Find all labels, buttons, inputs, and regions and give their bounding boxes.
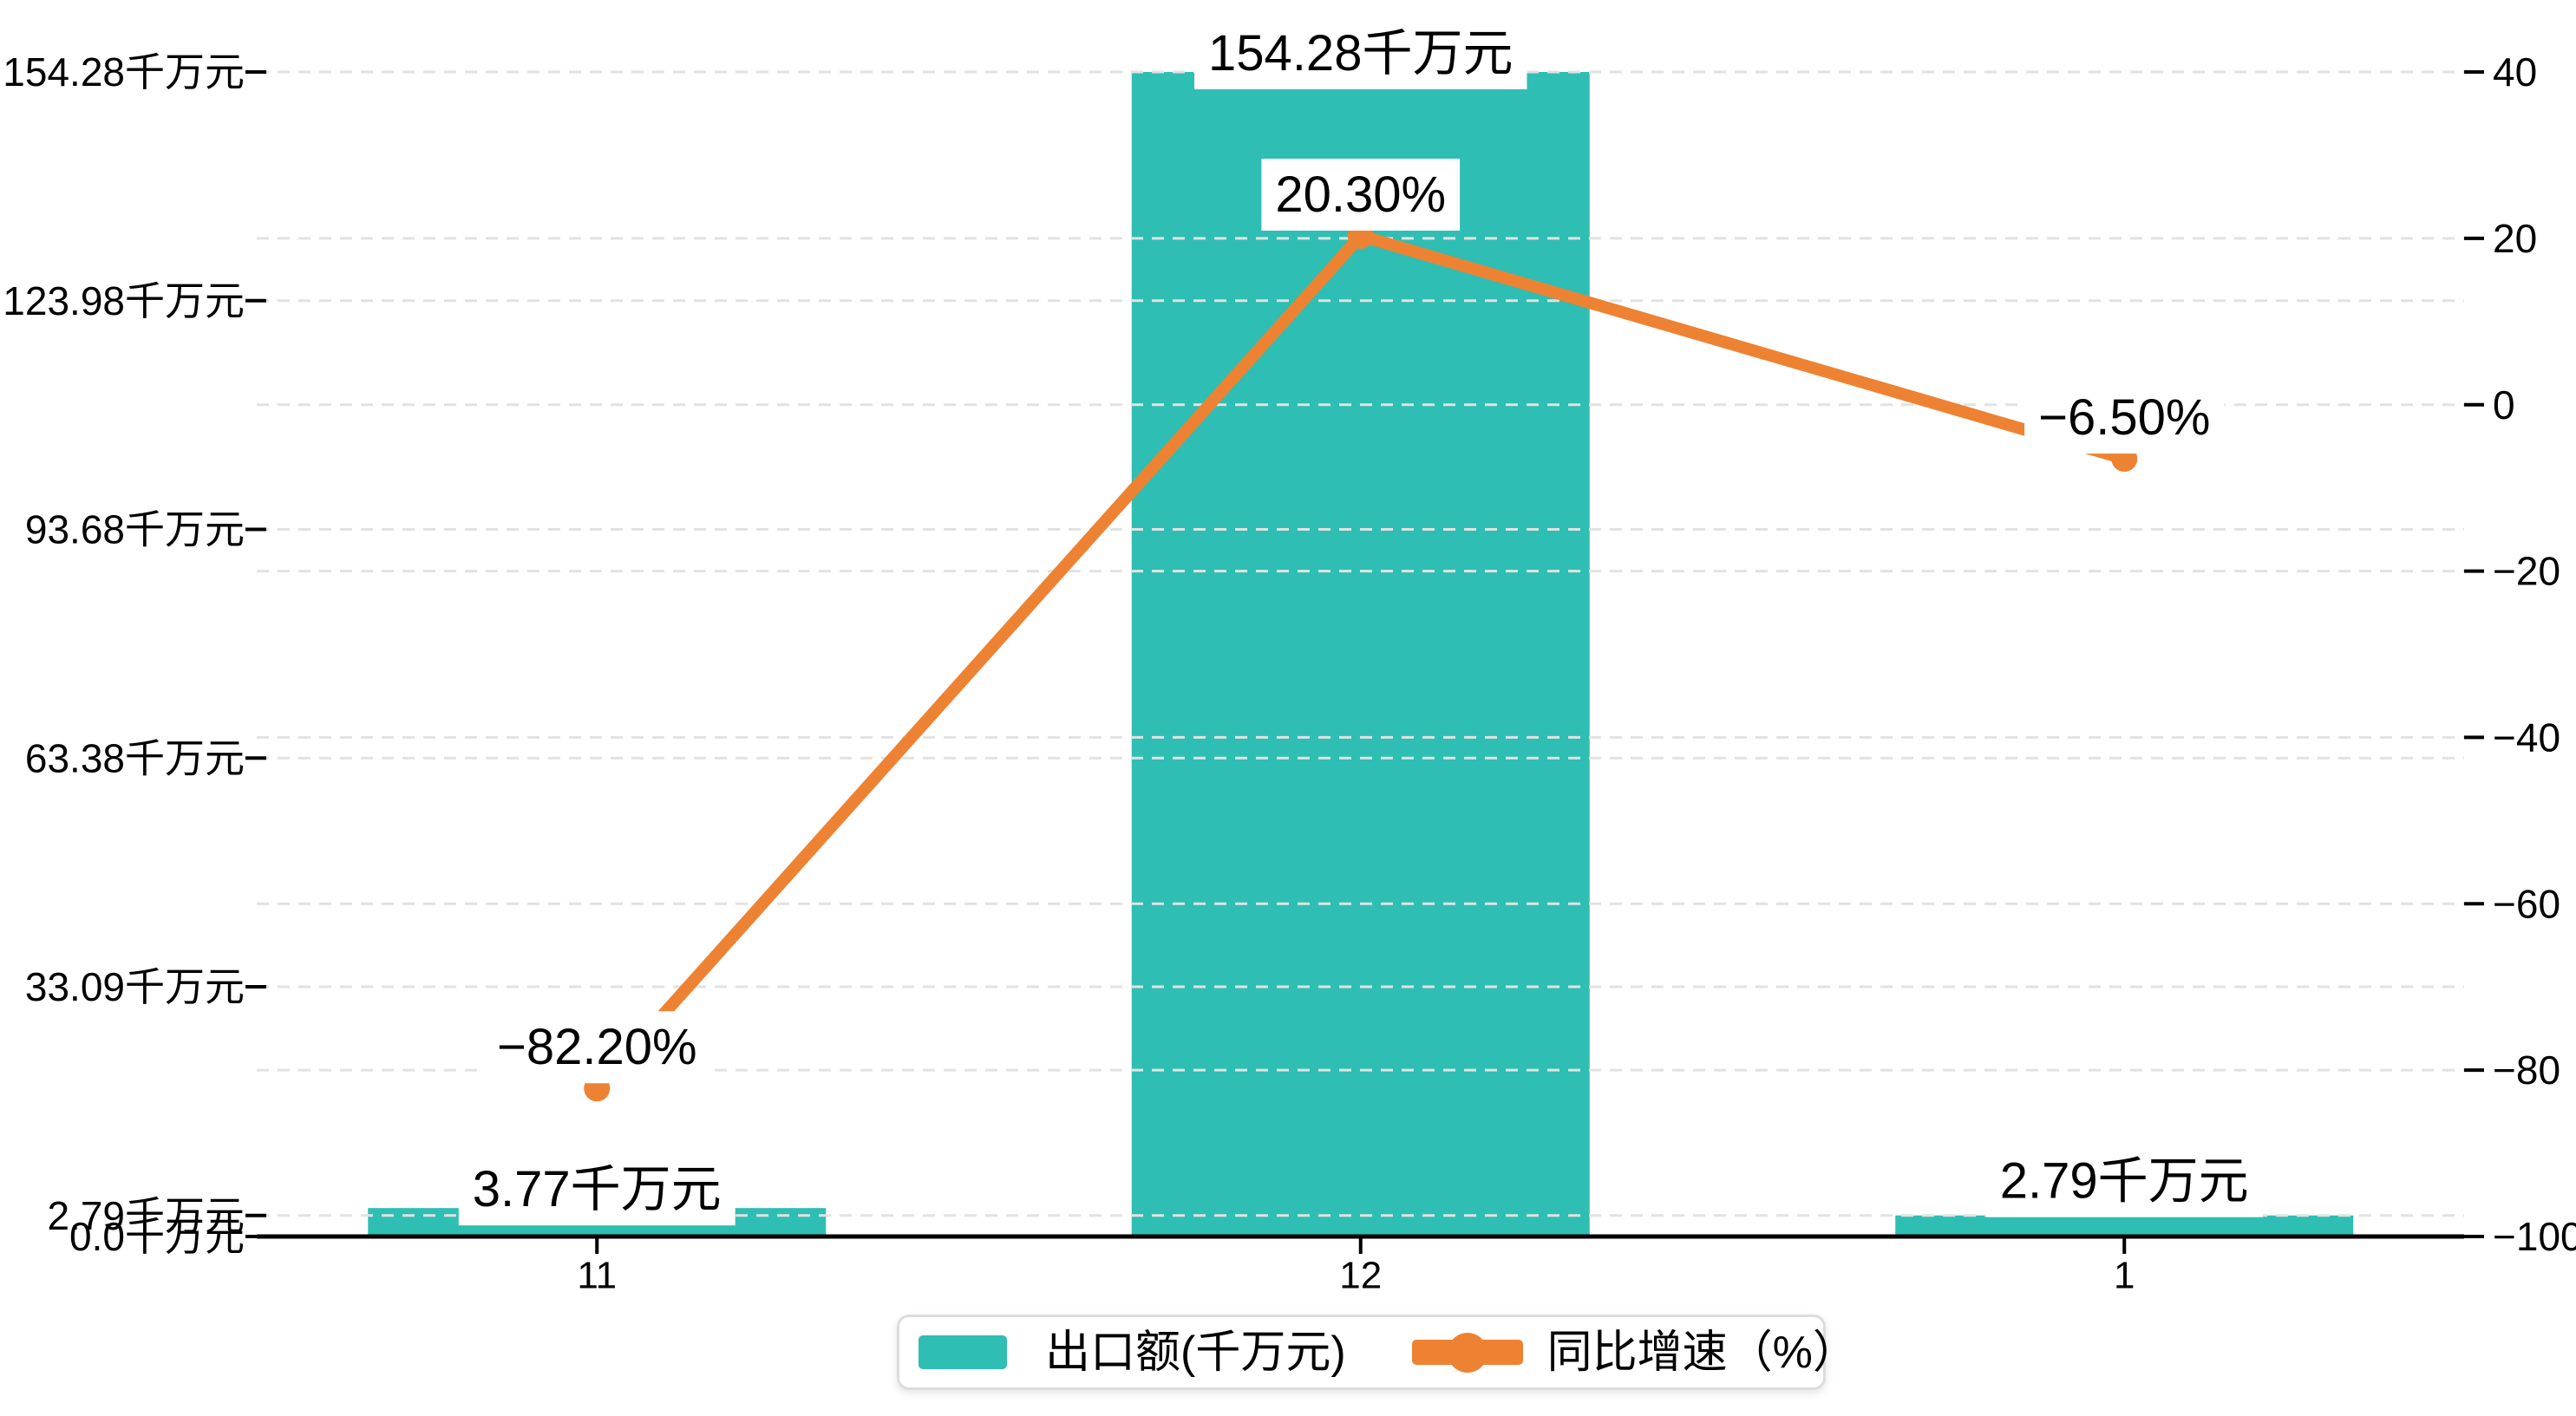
line-value-label-bg xyxy=(2024,382,2225,454)
svg-text:−6.50%: −6.50% xyxy=(2038,389,2210,446)
bar-month-1[interactable] xyxy=(1895,1215,2354,1237)
line-value-label: −82.20% xyxy=(482,1011,711,1084)
x-axis-category-label: 12 xyxy=(1339,1254,1382,1296)
line-value-label-bg xyxy=(482,1011,711,1084)
legend-item-export-value[interactable]: 出口额(千万元) xyxy=(919,1330,1412,1375)
bar-value-label-bg xyxy=(458,1153,736,1226)
svg-text:20.30%: 20.30% xyxy=(1275,166,1446,223)
left-axis-label: 63.38千万元 xyxy=(25,735,245,780)
bar-series-swatch-icon xyxy=(919,1335,1007,1369)
x-axis-category-label: 1 xyxy=(2114,1254,2135,1296)
right-axis-label: −20 xyxy=(2493,549,2560,594)
right-axis-label: 40 xyxy=(2493,49,2537,95)
svg-text:−82.20%: −82.20% xyxy=(497,1019,697,1075)
line-series-line-dot-icon xyxy=(1411,1333,1523,1373)
line-value-label-bg xyxy=(1261,158,1461,231)
bar-series xyxy=(368,72,2354,1237)
legend-label-export-value: 出口额(千万元) xyxy=(1045,1327,1346,1378)
bar-month-12[interactable] xyxy=(1131,72,1590,1237)
bar-value-label: 2.79千万元 xyxy=(1985,1145,2263,1217)
right-axis-label: 0 xyxy=(2493,382,2515,427)
x-axis-category-label: 11 xyxy=(577,1254,617,1296)
svg-text:2.79千万元: 2.79千万元 xyxy=(2000,1153,2249,1210)
legend-label-growth-rate: 同比增速（%） xyxy=(1546,1327,1858,1378)
line-series-dot-icon xyxy=(1447,1333,1487,1373)
svg-text:3.77千万元: 3.77千万元 xyxy=(473,1161,722,1217)
line-series xyxy=(584,222,2138,1102)
legend: 出口额(千万元) 同比增速（%） xyxy=(897,1315,1858,1390)
left-axis-label: 154.28千万元 xyxy=(3,49,245,95)
line-value-label: −6.50% xyxy=(2024,382,2225,454)
right-axis-label: 20 xyxy=(2493,216,2537,261)
left-axis-label: 93.68千万元 xyxy=(25,507,245,552)
bar-value-label: 154.28千万元 xyxy=(1194,17,1527,89)
line-value-label: 20.30% xyxy=(1261,158,1461,231)
bar-value-label-bg xyxy=(1985,1145,2263,1217)
left-axis-label: 33.09千万元 xyxy=(25,964,245,1009)
bar-value-label: 3.77千万元 xyxy=(458,1153,736,1226)
svg-text:154.28千万元: 154.28千万元 xyxy=(1208,25,1513,82)
right-axis-label: −60 xyxy=(2493,881,2560,926)
axes xyxy=(245,70,2484,1254)
right-axis-label: −40 xyxy=(2493,715,2560,760)
left-axis-label: 2.79千万元 xyxy=(47,1193,245,1238)
data-labels: 3.77千万元 154.28千万元 2.79千万元 −82.20% 20.30% −6.5… xyxy=(458,17,2263,1226)
bar-value-label-bg xyxy=(1194,17,1527,89)
right-axis-label: −80 xyxy=(2493,1047,2560,1093)
left-axis-label: 123.98千万元 xyxy=(3,278,245,323)
axis-labels: 154.28千万元 123.98千万元 93.68千万元 63.38千万元 33.09千… xyxy=(3,49,2576,1296)
right-axis-label: −100 xyxy=(2493,1214,2576,1259)
left-axis-label: 0.0千万元 xyxy=(69,1214,245,1259)
legend-item-growth-rate[interactable]: 同比增速（%） xyxy=(1411,1327,1858,1378)
